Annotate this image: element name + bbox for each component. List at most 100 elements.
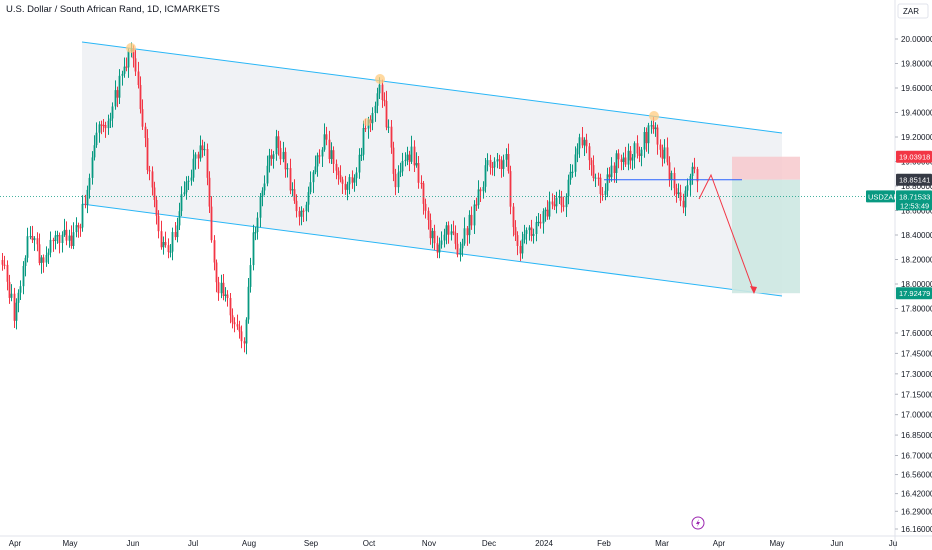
currency-button[interactable] (897, 3, 929, 19)
candle-body (137, 71, 140, 85)
candle-body (309, 182, 312, 193)
candle-body (684, 190, 687, 208)
candle-body (104, 125, 107, 129)
candle-body (45, 255, 48, 263)
candle-body (217, 282, 220, 294)
stop-loss-zone[interactable] (732, 156, 800, 180)
candle-body (102, 124, 105, 127)
candle-body (668, 162, 671, 180)
candle-body (571, 171, 574, 173)
candle-body (151, 171, 154, 188)
time-axis-label: Jun (127, 539, 140, 548)
candle-body (470, 214, 473, 226)
channel-lower-line[interactable] (81, 203, 783, 297)
candle-body (440, 240, 443, 245)
candle-body (454, 232, 457, 244)
candle-body (567, 179, 570, 197)
price-axis-label: 16.85000 (901, 431, 932, 440)
candle-body (40, 257, 43, 263)
price-axis[interactable]: ZAR 20.00000 19.80000 19.60000 19.40000 19.2… (894, 0, 932, 550)
price-axis-label: 16.70000 (901, 452, 932, 461)
candle-body (160, 231, 163, 248)
candle-body (208, 177, 211, 207)
candle-body (546, 209, 549, 217)
candle-body (654, 127, 657, 130)
candle-body (210, 206, 213, 241)
candle-body (355, 172, 358, 179)
time-axis-label: Apr (713, 539, 726, 548)
candle-body (633, 143, 636, 158)
candle-body (183, 192, 186, 195)
currency-button-label: ZAR (903, 7, 919, 16)
candle-body (544, 209, 547, 212)
channel-upper-line[interactable] (81, 41, 783, 134)
candle-body (146, 138, 149, 170)
candle-body (659, 144, 662, 150)
candle-body (578, 137, 581, 149)
candle-body (663, 147, 666, 159)
candle-body (415, 163, 418, 166)
candles-layer (1, 42, 699, 355)
time-axis[interactable]: Apr May Jun Jul Aug Sep Oct Nov Dec 2024 Feb Mar Apr… (0, 535, 932, 548)
candle-body (413, 146, 416, 166)
candle-body (693, 166, 696, 170)
candle-body (519, 246, 522, 254)
price-axis-label: 18.20000 (901, 256, 932, 265)
candle-body (121, 73, 124, 76)
candle-body (679, 192, 682, 201)
position-tool[interactable] (732, 156, 800, 294)
time-axis-label: Dec (482, 539, 496, 548)
candle-body (134, 58, 137, 72)
candle-body (686, 185, 689, 191)
candle-body (422, 183, 425, 204)
candle-body (404, 159, 407, 162)
candle-body (344, 183, 347, 190)
candle-body (305, 204, 308, 212)
candle-body (289, 168, 292, 191)
candle-body (456, 243, 459, 255)
time-axis-label: Nov (422, 539, 436, 548)
candle-body (643, 132, 646, 150)
candle-body (505, 154, 508, 160)
candle-body (1, 260, 4, 265)
candle-body (114, 90, 117, 107)
candle-body (174, 232, 177, 238)
candle-body (222, 282, 225, 296)
candle-body (277, 136, 280, 148)
candle-body (486, 160, 489, 166)
candle-body (323, 134, 326, 150)
candle-body (378, 84, 381, 94)
candle-body (371, 113, 374, 124)
take-profit-zone[interactable] (732, 179, 800, 294)
price-axis-label: 16.56000 (901, 471, 932, 480)
price-axis-label: 18.40000 (901, 231, 932, 240)
lightning-icon[interactable] (691, 516, 705, 530)
candle-body (203, 149, 206, 151)
price-axis-background (895, 0, 932, 550)
candle-body (629, 150, 632, 161)
candle-body (81, 204, 84, 228)
candle-body (358, 154, 361, 173)
price-axis-label: 19.40000 (901, 109, 932, 118)
candle-body (199, 145, 202, 159)
candle-body (65, 229, 68, 241)
swing-high-marker (126, 43, 136, 53)
countdown-label: 12:53:49 (900, 201, 929, 210)
candle-body (325, 134, 328, 140)
channel-group[interactable] (81, 41, 783, 297)
price-axis-label: 16.42000 (901, 490, 932, 499)
candle-body (13, 293, 16, 321)
price-axis-label: 17.60000 (901, 329, 932, 338)
candle-body (491, 166, 494, 168)
candle-body (353, 178, 356, 183)
projection-path[interactable] (698, 173, 755, 293)
candle-body (351, 177, 354, 183)
candle-body (192, 158, 195, 178)
candle-body (15, 302, 18, 321)
candle-body (109, 118, 112, 121)
candle-body (530, 227, 533, 236)
candle-body (682, 200, 685, 208)
candle-body (696, 169, 699, 182)
candle-body (70, 235, 73, 246)
